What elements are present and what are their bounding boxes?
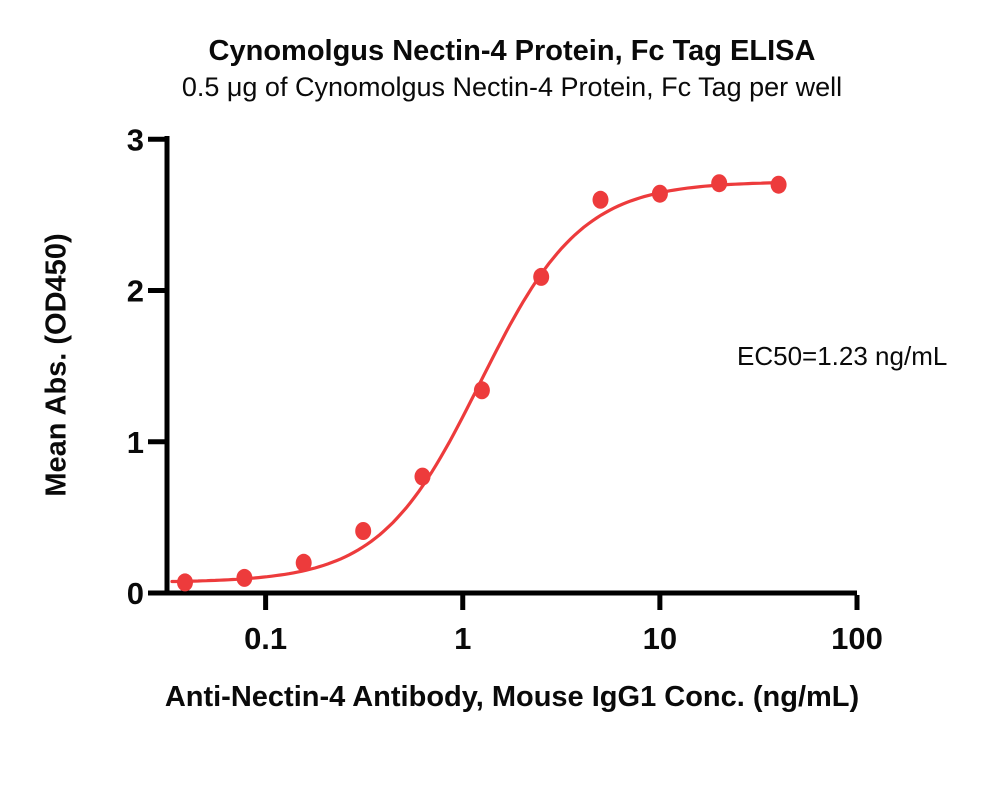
data-point: [711, 174, 728, 193]
y-tick-label: 0: [127, 576, 144, 611]
data-point: [770, 175, 787, 194]
data-point: [295, 553, 312, 572]
chart-subtitle: 0.5 μg of Cynomolgus Nectin-4 Protein, F…: [181, 72, 843, 102]
x-axis-title: Anti-Nectin-4 Antibody, Mouse IgG1 Conc.…: [164, 681, 860, 713]
data-point: [414, 467, 431, 486]
data-point: [177, 573, 193, 592]
fit-curve: [170, 181, 781, 584]
y-tick-label: 1: [127, 425, 144, 460]
axis-lines: [164, 136, 857, 596]
x-tick-label: 100: [831, 621, 883, 656]
y-tick-label: 3: [127, 122, 144, 157]
x-tick-label: 1: [454, 621, 471, 656]
x-tick-label: 0.1: [244, 621, 287, 656]
chart-title: Cynomolgus Nectin-4 Protein, Fc Tag ELIS…: [208, 35, 816, 67]
data-point: [533, 267, 550, 286]
data-point: [651, 184, 668, 203]
x-tick-label: 10: [643, 621, 677, 656]
data-point: [236, 568, 253, 587]
ec50-annotation: EC50=1.23 ng/mL: [737, 341, 948, 371]
data-point: [355, 522, 372, 540]
data-point: [592, 190, 609, 209]
data-point: [473, 381, 490, 400]
y-tick-label: 2: [127, 274, 144, 309]
